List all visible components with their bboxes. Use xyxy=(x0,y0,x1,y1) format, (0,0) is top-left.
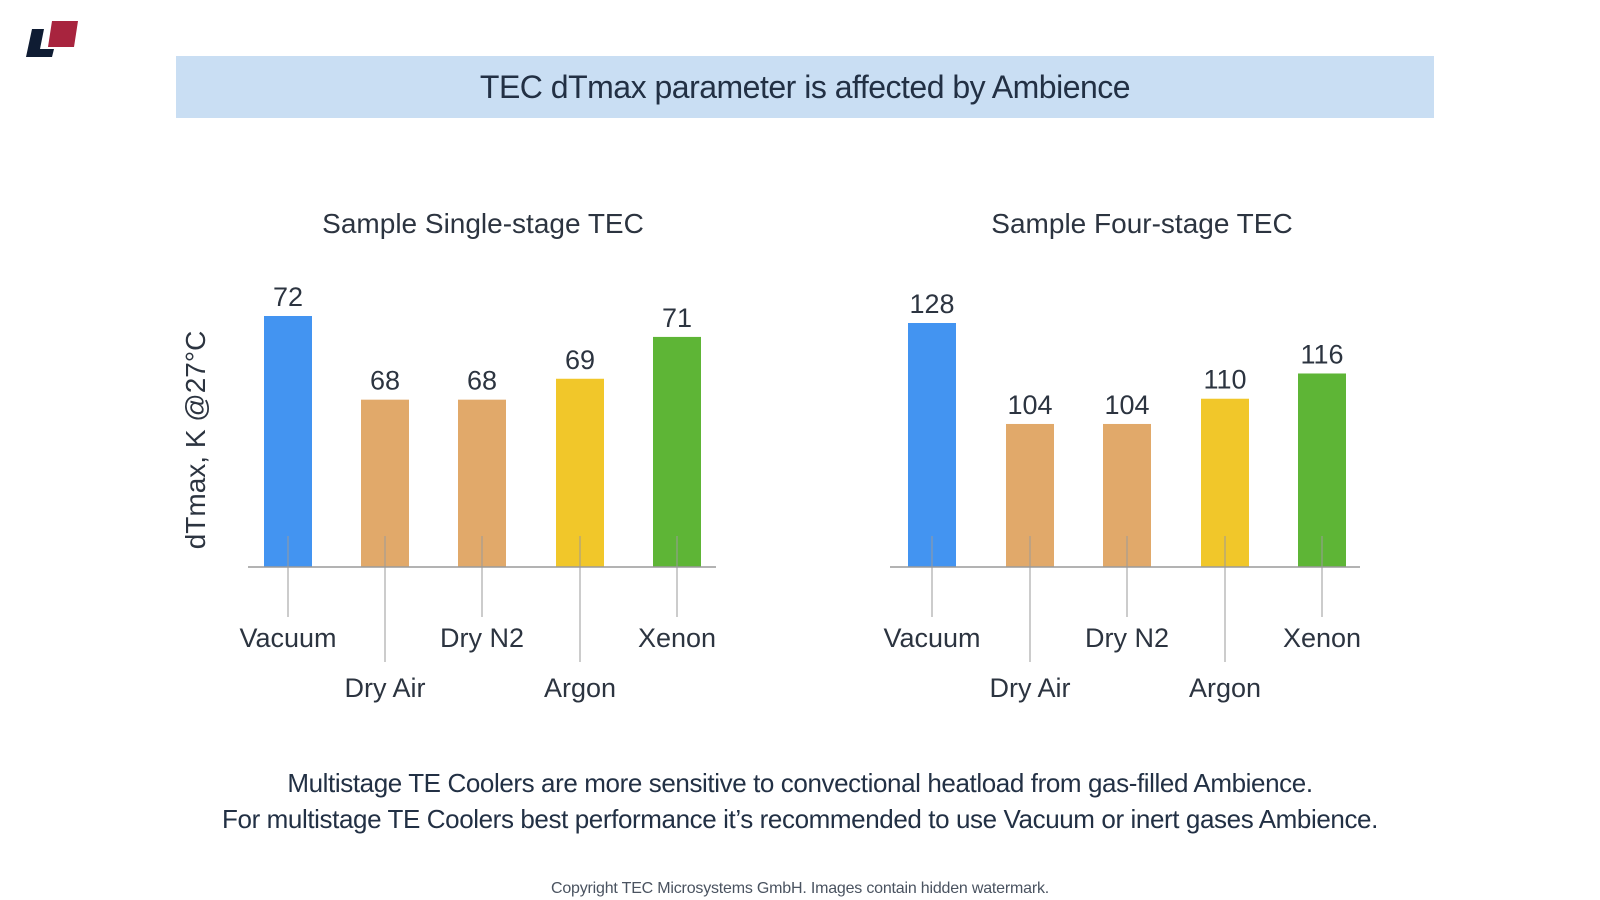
logo-red-shape xyxy=(48,21,78,47)
chart-title: Sample Single-stage TEC xyxy=(322,208,644,239)
bar-xenon xyxy=(653,336,701,567)
x-tick-label: Dry Air xyxy=(990,673,1071,703)
x-tick-label: Argon xyxy=(1189,673,1261,703)
data-label: 104 xyxy=(1104,390,1149,420)
data-label: 128 xyxy=(909,289,954,319)
bar-vacuum xyxy=(264,316,312,567)
data-label: 71 xyxy=(662,303,692,333)
data-label: 68 xyxy=(370,366,400,396)
data-label: 104 xyxy=(1007,390,1052,420)
page-title: TEC dTmax parameter is affected by Ambie… xyxy=(479,68,1131,105)
data-label: 110 xyxy=(1203,365,1246,395)
x-tick-label: Vacuum xyxy=(239,623,336,653)
x-tick-label: Vacuum xyxy=(883,623,980,653)
x-tick-label: Xenon xyxy=(638,623,716,653)
data-label: 72 xyxy=(273,282,303,312)
x-tick-label: Argon xyxy=(544,673,616,703)
data-label: 69 xyxy=(565,345,595,375)
company-logo xyxy=(26,21,78,57)
footer-note-line-1: Multistage TE Coolers are more sensitive… xyxy=(287,768,1313,798)
footer-note-line-2: For multistage TE Coolers best performan… xyxy=(222,804,1378,834)
chart-title: Sample Four-stage TEC xyxy=(991,208,1292,239)
title-banner: TEC dTmax parameter is affected by Ambie… xyxy=(176,56,1434,118)
bar-vacuum xyxy=(908,323,956,567)
logo-dark-shape xyxy=(26,29,54,57)
x-tick-label: Dry N2 xyxy=(440,623,524,653)
data-label: 68 xyxy=(467,366,497,396)
copyright-notice: Copyright TEC Microsystems GmbH. Images … xyxy=(551,880,1049,897)
data-label: 116 xyxy=(1300,339,1343,369)
x-tick-label: Dry Air xyxy=(345,673,426,703)
x-tick-label: Dry N2 xyxy=(1085,623,1169,653)
bar-xenon xyxy=(1298,373,1346,567)
x-tick-label: Xenon xyxy=(1283,623,1361,653)
y-axis-label: dTmax, K @27°C xyxy=(180,331,211,550)
bar-argon xyxy=(556,378,604,567)
